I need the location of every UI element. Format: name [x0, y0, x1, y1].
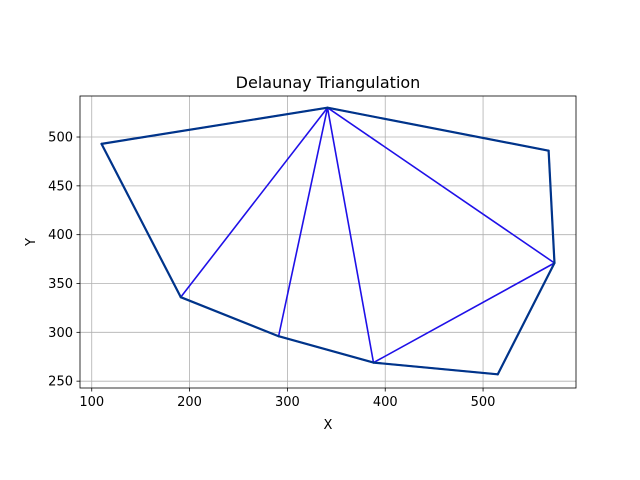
- chart-title: Delaunay Triangulation: [236, 73, 421, 92]
- y-tick-label: 450: [48, 179, 73, 194]
- x-tick-label: 400: [373, 395, 398, 410]
- y-tick-label: 500: [48, 131, 73, 146]
- y-axis: 250 300 350 400 450 500: [48, 131, 80, 390]
- triangulation-edge: [373, 262, 555, 364]
- hull-edge: [179, 296, 280, 338]
- y-tick-label: 250: [48, 375, 73, 390]
- hull-edge: [100, 106, 329, 145]
- y-tick-label: 400: [48, 228, 73, 243]
- x-tick-label: 100: [79, 395, 104, 410]
- triangulation-edge: [327, 107, 555, 264]
- x-tick-label: 500: [471, 395, 496, 410]
- x-tick-label: 200: [177, 395, 202, 410]
- y-axis-label: Y: [24, 238, 39, 247]
- triangulation-edge: [326, 107, 375, 363]
- x-axis: 100 200 300 400 500: [79, 388, 495, 410]
- hull-edge: [547, 149, 556, 265]
- plot-frame: [79, 95, 577, 389]
- triangulation-edge: [277, 107, 329, 337]
- x-axis-label: X: [324, 418, 333, 433]
- x-tick-label: 300: [275, 395, 300, 410]
- y-tick-label: 350: [48, 277, 73, 292]
- convex-hull-edges: [100, 106, 556, 376]
- triangulation-edge: [180, 107, 329, 298]
- y-tick-label: 300: [48, 326, 73, 341]
- hull-edge: [326, 106, 550, 152]
- grid-lines: [80, 96, 576, 388]
- hull-edge: [100, 142, 182, 299]
- hull-edge: [496, 261, 556, 376]
- hull-edge: [372, 361, 499, 376]
- hull-edge: [277, 335, 375, 364]
